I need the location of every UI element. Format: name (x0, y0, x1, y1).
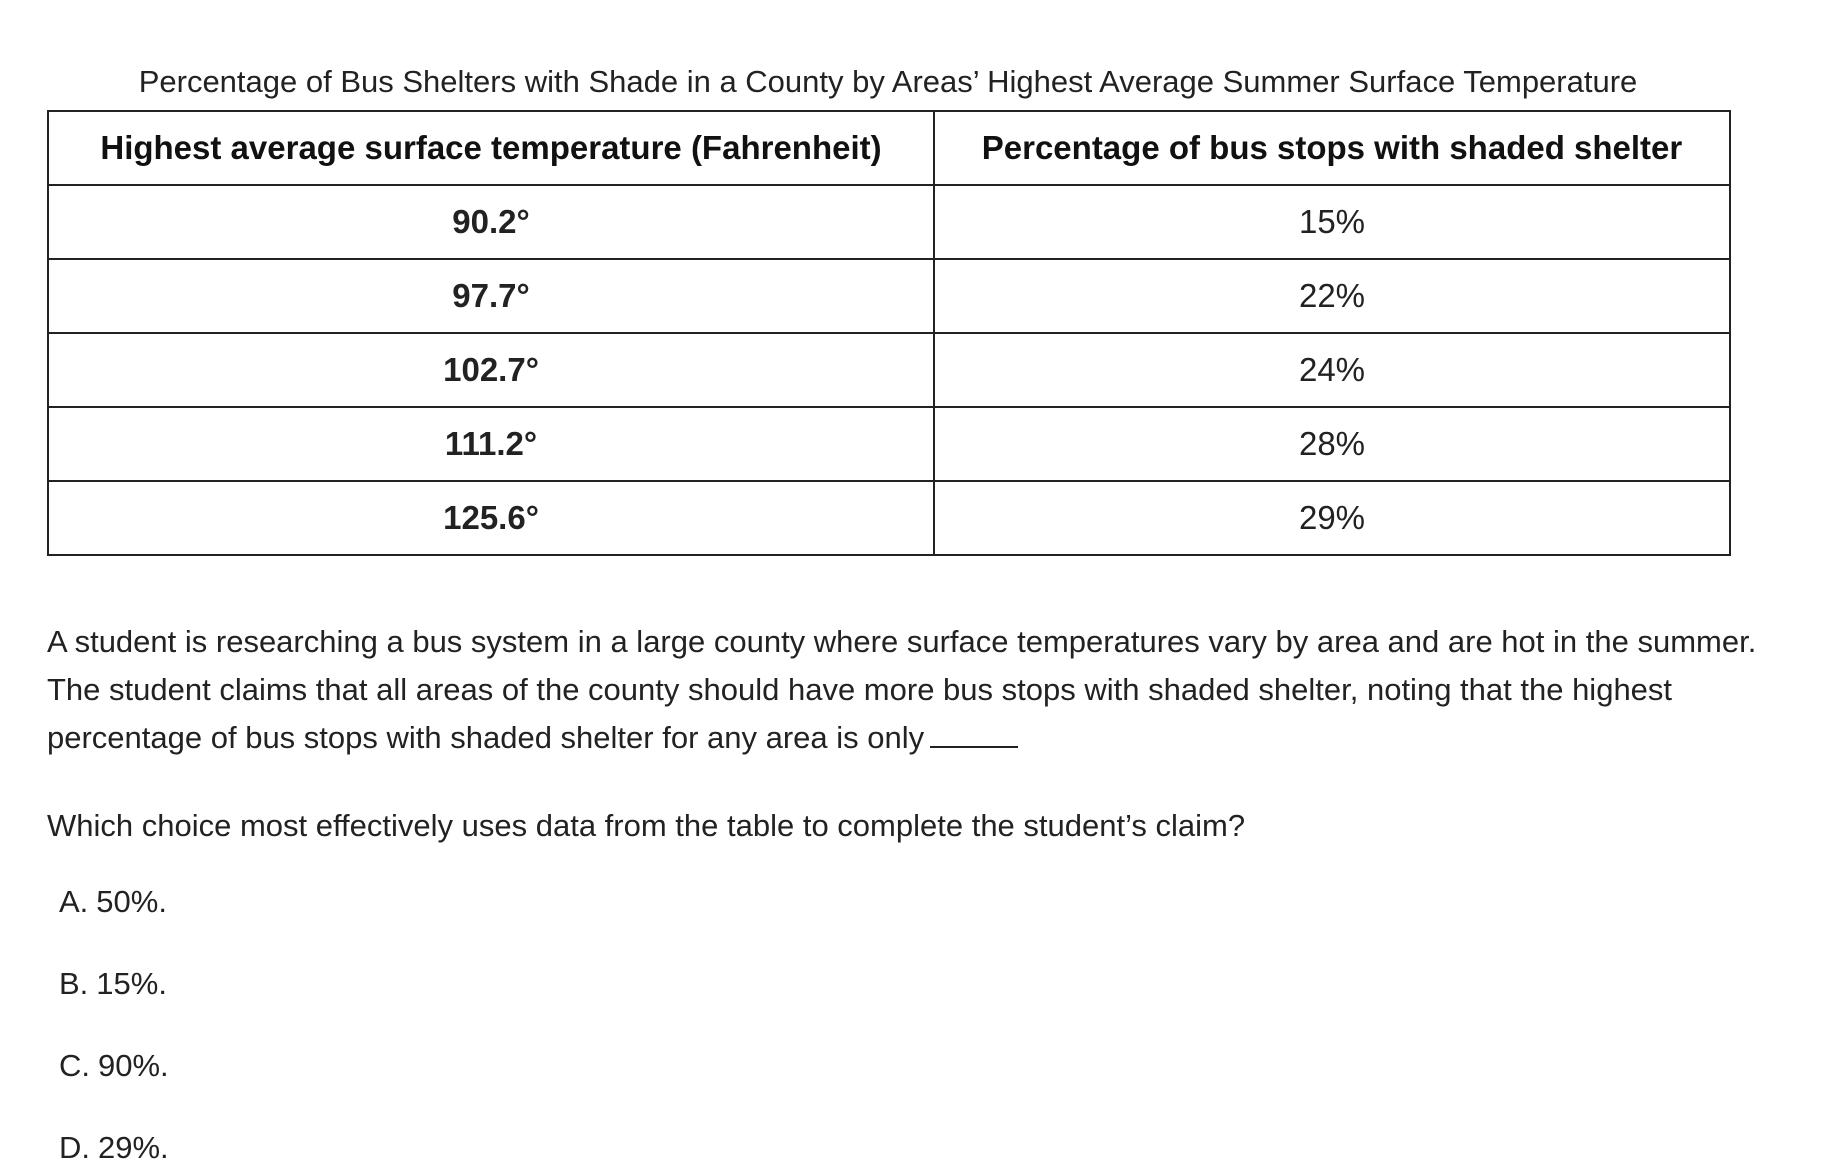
temperature-cell: 125.6° (47, 480, 935, 556)
question-prompt: Which choice most effectively uses data … (47, 808, 1246, 843)
column-header-percentage: Percentage of bus stops with shaded shel… (933, 110, 1731, 186)
table-row: 90.2° 15% (47, 184, 1731, 260)
choice-c[interactable]: C. 90%. (59, 1046, 169, 1086)
passage-line: percentage of bus stops with shaded shel… (47, 720, 925, 755)
choice-d[interactable]: D. 29%. (59, 1128, 169, 1168)
percentage-cell: 22% (933, 258, 1731, 334)
percentage-cell: 29% (933, 480, 1731, 556)
choice-letter: C. (59, 1048, 90, 1083)
choice-letter: B. (59, 966, 89, 1001)
choice-letter: D. (59, 1130, 90, 1165)
column-header-temperature: Highest average surface temperature (Fah… (47, 110, 935, 186)
percentage-cell: 28% (933, 406, 1731, 482)
table-title: Percentage of Bus Shelters with Shade in… (138, 64, 1638, 99)
choice-text: 90%. (98, 1048, 169, 1083)
passage: A student is researching a bus system in… (47, 618, 1807, 762)
choice-b[interactable]: B. 15%. (59, 964, 167, 1004)
table-row: 102.7° 24% (47, 332, 1731, 408)
table-header-row: Highest average surface temperature (Fah… (47, 110, 1731, 186)
temperature-cell: 102.7° (47, 332, 935, 408)
temperature-cell: 90.2° (47, 184, 935, 260)
table-row: 125.6° 29% (47, 480, 1731, 556)
table-row: 97.7° 22% (47, 258, 1731, 334)
choice-text: 29%. (98, 1130, 169, 1165)
passage-line: A student is researching a bus system in… (47, 624, 1757, 659)
choice-text: 15%. (96, 966, 167, 1001)
choice-text: 50%. (96, 884, 167, 919)
table-row: 111.2° 28% (47, 406, 1731, 482)
answer-blank (930, 720, 1019, 748)
data-table: Highest average surface temperature (Fah… (47, 110, 1731, 556)
choice-a[interactable]: A. 50%. (59, 882, 167, 922)
passage-line-with-blank: percentage of bus stops with shaded shel… (47, 714, 1807, 762)
percentage-cell: 24% (933, 332, 1731, 408)
passage-line: The student claims that all areas of the… (47, 672, 1673, 707)
temperature-cell: 97.7° (47, 258, 935, 334)
choice-letter: A. (59, 884, 89, 919)
percentage-cell: 15% (933, 184, 1731, 260)
temperature-cell: 111.2° (47, 406, 935, 482)
